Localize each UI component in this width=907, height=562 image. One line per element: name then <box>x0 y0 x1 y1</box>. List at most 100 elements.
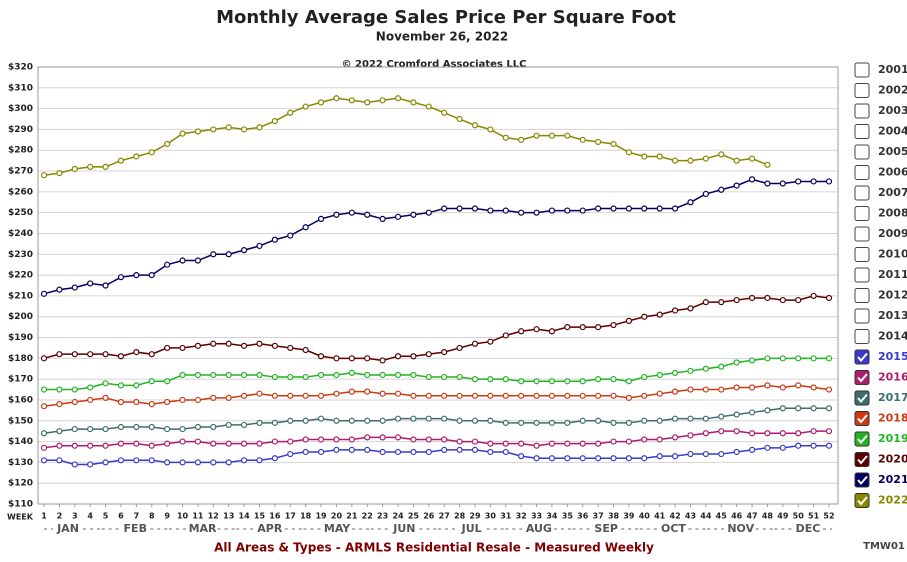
data-point <box>733 384 740 391</box>
check-mark <box>857 455 868 465</box>
legend-checkbox[interactable] <box>854 493 870 508</box>
data-point <box>256 340 263 347</box>
legend-checkbox[interactable] <box>854 411 870 426</box>
legend-checkbox[interactable] <box>854 62 870 78</box>
y-tick-label: $310 <box>8 83 33 93</box>
legend-checkbox[interactable] <box>854 267 870 283</box>
data-point <box>779 405 786 412</box>
data-point <box>779 384 786 391</box>
legend-checkbox[interactable] <box>854 349 870 365</box>
data-point <box>133 271 140 279</box>
data-point <box>410 211 417 218</box>
data-point <box>441 205 448 212</box>
data-point <box>702 155 709 162</box>
legend-checkbox[interactable] <box>854 144 870 160</box>
data-point <box>456 392 463 399</box>
data-point <box>641 392 648 399</box>
y-tick-label: $270 <box>8 167 33 177</box>
legend-checkbox[interactable] <box>854 124 870 139</box>
data-point <box>548 392 556 399</box>
x-tick-label: 13 <box>223 512 234 521</box>
data-point <box>825 178 833 185</box>
legend-checkbox[interactable] <box>854 226 870 242</box>
legend-checkbox[interactable] <box>854 83 870 98</box>
legend-checkbox[interactable] <box>854 472 870 488</box>
legend-checkbox[interactable] <box>854 247 870 262</box>
data-point <box>595 324 602 331</box>
data-point <box>287 109 294 116</box>
data-point <box>348 388 355 395</box>
y-tick-label: $160 <box>8 395 33 405</box>
y-tick-label: $150 <box>8 416 33 426</box>
data-point <box>256 440 263 447</box>
data-point <box>456 205 463 212</box>
legend-checkbox[interactable] <box>854 185 870 201</box>
data-point <box>410 436 417 443</box>
y-tick-label: $180 <box>8 354 33 364</box>
data-point <box>225 440 232 447</box>
data-point <box>287 232 294 239</box>
legend-checkbox[interactable] <box>854 206 870 221</box>
data-point <box>148 457 155 464</box>
data-point <box>194 371 202 379</box>
data-point <box>71 386 78 393</box>
data-point <box>702 430 709 437</box>
data-point <box>87 442 94 449</box>
data-point <box>317 392 325 399</box>
x-tick-label: 21 <box>346 512 358 521</box>
legend-label: 2009 <box>878 227 907 240</box>
data-point <box>487 448 494 456</box>
legend-checkbox[interactable] <box>854 329 870 344</box>
data-point <box>564 392 571 399</box>
data-point <box>779 355 786 362</box>
data-point <box>179 257 186 264</box>
data-point <box>518 392 525 399</box>
data-point <box>379 357 386 364</box>
series-line <box>44 357 829 391</box>
legend-checkbox[interactable] <box>854 308 870 324</box>
data-point <box>102 351 109 358</box>
legend-label: 2015 <box>878 350 907 363</box>
legend-checkbox[interactable] <box>854 431 870 447</box>
data-point <box>748 294 756 302</box>
data-point <box>718 450 725 458</box>
legend-checkbox[interactable] <box>854 165 870 180</box>
data-point <box>548 440 556 447</box>
legend-checkbox[interactable] <box>854 390 870 406</box>
data-point <box>348 417 355 424</box>
data-point <box>441 373 448 381</box>
data-point <box>795 178 802 185</box>
legend-checkbox[interactable] <box>854 370 870 385</box>
legend-checkbox[interactable] <box>854 103 870 119</box>
legend-checkbox[interactable] <box>854 452 870 467</box>
data-point <box>133 382 140 389</box>
series-line <box>43 295 830 362</box>
data-point <box>194 257 202 264</box>
x-tick-label: 42 <box>670 512 681 521</box>
legend-label: 2002 <box>878 84 907 97</box>
x-tick-label: 4 <box>87 512 93 521</box>
legend-label: 2005 <box>878 145 907 158</box>
data-point <box>441 446 448 453</box>
data-point <box>271 236 278 243</box>
data-point <box>133 440 140 447</box>
data-point <box>671 307 679 314</box>
data-point <box>748 384 756 391</box>
data-point <box>825 355 833 362</box>
data-point <box>102 442 109 449</box>
y-tick-label: $110 <box>8 500 33 510</box>
legend-checkbox[interactable] <box>854 288 870 303</box>
data-point <box>302 392 309 399</box>
data-point <box>194 423 202 431</box>
data-point <box>317 99 325 106</box>
check-mark <box>857 352 868 363</box>
data-point <box>225 371 232 379</box>
data-point <box>133 423 140 431</box>
data-point <box>564 455 571 462</box>
data-point <box>148 271 155 279</box>
data-point <box>718 299 725 306</box>
data-point <box>733 157 740 164</box>
x-tick-label: 1 <box>41 512 47 521</box>
data-point <box>302 373 309 381</box>
data-point <box>102 425 109 433</box>
